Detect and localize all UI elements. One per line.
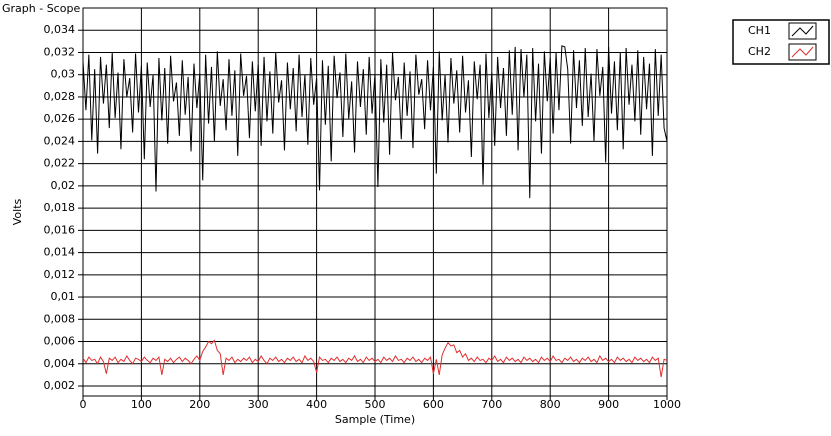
x-tick-label: 800 bbox=[540, 398, 561, 411]
series-line bbox=[82, 45, 668, 199]
x-tick-label: 600 bbox=[423, 398, 444, 411]
legend-label: CH1 bbox=[748, 24, 771, 37]
y-tick-label: 0,014 bbox=[44, 246, 76, 259]
x-tick-label: 400 bbox=[306, 398, 327, 411]
x-tick-label: 100 bbox=[131, 398, 152, 411]
x-tick-label: 500 bbox=[365, 398, 386, 411]
y-tick-label: 0,034 bbox=[44, 23, 76, 36]
x-tick-label: 0 bbox=[80, 398, 87, 411]
x-axis-label: Sample (Time) bbox=[335, 413, 415, 426]
legend-swatch bbox=[791, 46, 814, 58]
y-tick-label: 0,016 bbox=[44, 223, 76, 236]
y-tick-label: 0,032 bbox=[44, 45, 76, 58]
y-tick-label: 0,026 bbox=[44, 112, 76, 125]
y-tick-label: 0,018 bbox=[44, 201, 76, 214]
x-tick-label: 1000 bbox=[653, 398, 681, 411]
y-tick-label: 0,008 bbox=[44, 312, 76, 325]
y-tick-label: 0,024 bbox=[44, 134, 76, 147]
y-axis-label: Volts bbox=[11, 198, 24, 225]
x-tick-label: 200 bbox=[189, 398, 210, 411]
y-tick-label: 0,012 bbox=[44, 268, 76, 281]
y-tick-label: 0,022 bbox=[44, 157, 76, 170]
y-tick-label: 0,004 bbox=[44, 357, 76, 370]
y-tick-label: 0,002 bbox=[44, 379, 76, 392]
legend-swatch bbox=[791, 25, 814, 37]
y-tick-label: 0,01 bbox=[51, 290, 76, 303]
chart-title: Graph - Scope bbox=[2, 2, 80, 15]
plot-frame bbox=[82, 7, 668, 397]
legend-label: CH2 bbox=[748, 45, 771, 58]
x-tick-label: 300 bbox=[248, 398, 269, 411]
y-tick-label: 0,02 bbox=[51, 179, 76, 192]
x-tick-label: 900 bbox=[598, 398, 619, 411]
y-tick-label: 0,028 bbox=[44, 90, 76, 103]
y-tick-label: 0,006 bbox=[44, 335, 76, 348]
series-line bbox=[82, 339, 668, 378]
x-tick-label: 700 bbox=[481, 398, 502, 411]
y-tick-label: 0,03 bbox=[51, 68, 76, 81]
